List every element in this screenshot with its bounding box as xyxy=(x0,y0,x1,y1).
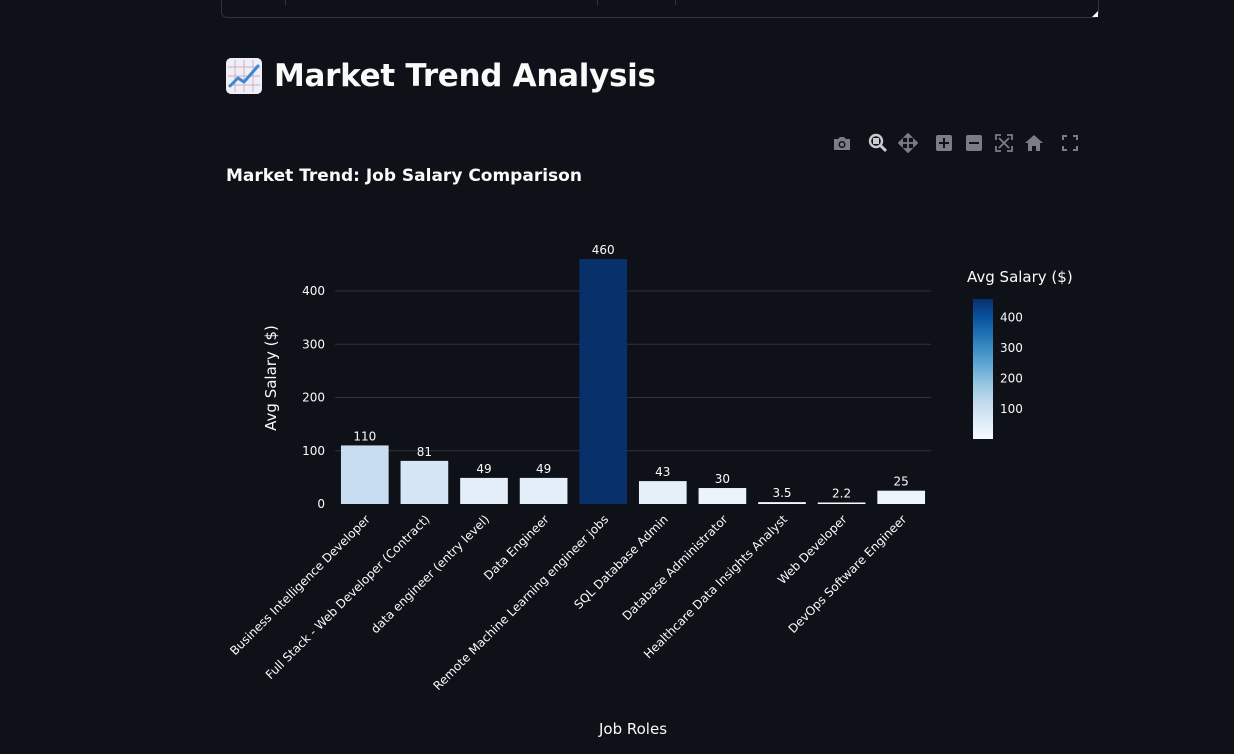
colorbar-tick-label: 200 xyxy=(1000,372,1023,386)
page-title-text: Market Trend Analysis xyxy=(274,58,656,94)
bars: 110 81 49 49 460 43 30 3.5 2.2 25 xyxy=(340,243,926,505)
y-tick-label: 400 xyxy=(302,284,325,298)
zoom-icon[interactable] xyxy=(866,132,890,154)
bar-value-label: 30 xyxy=(715,472,730,486)
bar-value-label: 43 xyxy=(655,465,670,479)
zoom-in-icon[interactable] xyxy=(932,132,956,154)
y-tick-label: 300 xyxy=(302,337,325,351)
bar-value-label: 2.2 xyxy=(832,487,851,501)
bar-value-label: 25 xyxy=(894,475,909,489)
bar-value-label: 49 xyxy=(536,462,551,476)
colorbar: 100 200 300 400 xyxy=(973,299,1023,439)
bar-value-label: 460 xyxy=(592,243,615,257)
fullscreen-icon[interactable] xyxy=(1058,132,1082,154)
colorbar-gradient xyxy=(973,299,993,439)
bar-value-label: 3.5 xyxy=(772,486,791,500)
y-axis-ticks: 0 100 200 300 400 xyxy=(302,284,325,511)
column-divider xyxy=(597,0,598,5)
bar-value-label: 110 xyxy=(353,429,376,443)
bar[interactable] xyxy=(817,502,866,505)
bar-value-label: 49 xyxy=(476,462,491,476)
x-tick-label: DevOps Software Engineer xyxy=(786,512,910,636)
reset-axes-icon[interactable] xyxy=(1022,132,1046,154)
bar[interactable] xyxy=(877,490,926,504)
bar[interactable] xyxy=(400,460,449,504)
autoscale-icon[interactable] xyxy=(992,132,1016,154)
bar-value-label: 81 xyxy=(417,445,432,459)
camera-icon[interactable] xyxy=(830,132,854,154)
bar[interactable] xyxy=(579,259,628,504)
colorbar-title: Avg Salary ($) xyxy=(967,268,1073,286)
x-tick-label: Database Administrator xyxy=(620,512,731,623)
bar[interactable] xyxy=(340,445,389,504)
bar[interactable] xyxy=(519,477,568,504)
y-tick-label: 200 xyxy=(302,391,325,405)
column-divider xyxy=(285,0,286,5)
bar[interactable] xyxy=(698,488,747,504)
chart-increasing-icon xyxy=(226,58,262,94)
gridlines xyxy=(335,290,931,452)
chart-modebar xyxy=(830,132,1088,154)
resize-handle-icon[interactable] xyxy=(1092,11,1098,17)
page-title: Market Trend Analysis xyxy=(226,58,656,94)
colorbar-tick-label: 400 xyxy=(1000,310,1023,324)
zoom-out-icon[interactable] xyxy=(962,132,986,154)
bar[interactable] xyxy=(758,502,806,504)
x-tick-label: data engineer (entry level) xyxy=(368,512,492,636)
y-tick-label: 0 xyxy=(317,497,325,511)
bar[interactable] xyxy=(638,481,687,504)
bar[interactable] xyxy=(460,477,508,504)
previous-table-frame xyxy=(221,0,1099,18)
colorbar-tick-label: 100 xyxy=(1000,402,1023,416)
chart-title: Market Trend: Job Salary Comparison xyxy=(226,166,582,186)
x-axis-label: Job Roles xyxy=(598,720,667,738)
column-divider xyxy=(675,0,676,5)
pan-icon[interactable] xyxy=(896,132,920,154)
colorbar-tick-label: 300 xyxy=(1000,341,1023,355)
y-axis-label: Avg Salary ($) xyxy=(262,325,280,431)
y-tick-label: 100 xyxy=(302,444,325,458)
